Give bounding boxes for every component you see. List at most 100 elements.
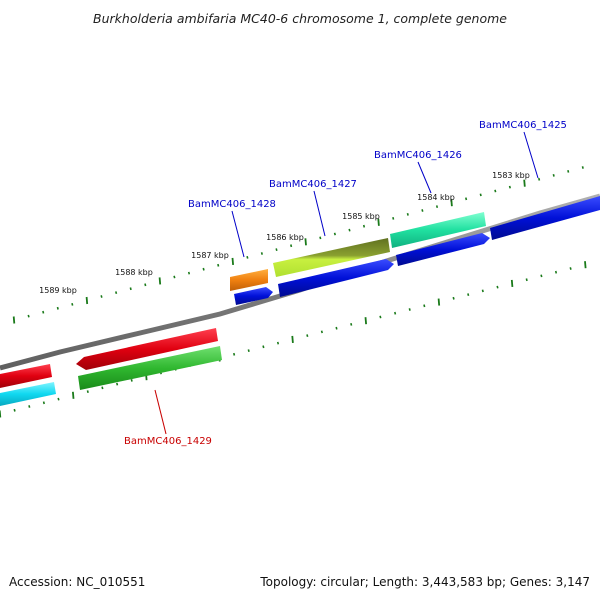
inner-ruler-minor-tick [86, 390, 89, 393]
map-title: Burkholderia ambifaria MC40-6 chromosome… [93, 11, 507, 26]
gene-arrow-blue-1425[interactable] [490, 196, 600, 240]
outer-ruler-major-tick [377, 218, 380, 226]
outer-ruler-minor-tick [115, 291, 118, 294]
outer-ruler-minor-tick [202, 267, 205, 271]
outer-ruler-minor-tick [100, 295, 103, 298]
outer-ruler-minor-tick [421, 209, 424, 212]
leader-line-1429 [154, 389, 167, 435]
gene-feature-cyan-left[interactable] [0, 382, 56, 406]
outer-ruler-major-tick [231, 257, 234, 265]
inner-ruler-minor-tick [28, 405, 31, 408]
outer-ruler-major-tick [450, 199, 453, 207]
inner-ruler-minor-tick [116, 382, 119, 386]
outer-ruler-minor-tick [581, 166, 584, 169]
gene-feature-orange[interactable] [230, 269, 268, 291]
inner-ruler-major-tick [510, 279, 514, 287]
inner-ruler-major-tick [584, 261, 587, 269]
outer-ruler-minor-tick [479, 193, 482, 197]
inner-ruler-minor-tick [379, 315, 382, 319]
accession-text: Accession: NC_010551 [9, 575, 145, 589]
outer-ruler-minor-tick [538, 177, 541, 181]
outer-ruler-minor-tick [406, 213, 409, 216]
leader-line-1425 [523, 131, 539, 179]
inner-ruler-minor-tick [320, 330, 323, 334]
inner-ruler-minor-tick [540, 274, 543, 278]
outer-ruler-minor-tick [71, 303, 74, 306]
inner-ruler-major-tick [72, 391, 75, 399]
outer-ruler-minor-tick [260, 252, 263, 255]
leader-line-1427 [313, 190, 326, 237]
inner-ruler-minor-tick [276, 341, 280, 345]
ruler-label-1584: 1584 kbp [417, 193, 455, 202]
outer-ruler-minor-tick [27, 314, 30, 318]
inner-ruler-minor-tick [525, 278, 528, 282]
inner-ruler-minor-tick [247, 349, 250, 352]
outer-ruler-minor-tick [275, 248, 278, 251]
ruler-label-1587: 1587 kbp [191, 251, 229, 260]
gene-label-1429[interactable]: BamMC406_1429 [124, 436, 212, 447]
outer-ruler-minor-tick [290, 244, 293, 248]
leader-line-1428 [231, 210, 245, 258]
outer-ruler-minor-tick [319, 236, 322, 240]
outer-ruler-minor-tick [246, 256, 249, 259]
inner-ruler-minor-tick [394, 311, 397, 315]
gene-label-1427[interactable]: BamMC406_1427 [269, 179, 357, 190]
ruler-label-1583: 1583 kbp [492, 171, 530, 180]
inner-ruler-minor-tick [233, 352, 236, 356]
outer-ruler-minor-tick [56, 306, 59, 310]
inner-ruler-minor-tick [13, 408, 16, 412]
inner-ruler-minor-tick [496, 285, 499, 289]
inner-ruler-minor-tick [481, 289, 484, 293]
inner-ruler-minor-tick [42, 401, 45, 405]
outer-ruler-major-tick [523, 179, 526, 187]
outer-ruler-major-tick [12, 316, 16, 324]
inner-ruler-minor-tick [350, 323, 353, 326]
inner-ruler-minor-tick [423, 304, 426, 308]
gene-feature-olive-lime[interactable] [273, 238, 390, 277]
outer-ruler-minor-tick [567, 170, 570, 173]
inner-ruler-minor-tick [262, 345, 265, 349]
outer-ruler-major-tick [304, 238, 307, 246]
outer-ruler [12, 166, 584, 324]
outer-ruler-minor-tick [435, 205, 439, 208]
inner-ruler-major-tick [291, 335, 294, 343]
outer-ruler-minor-tick [362, 224, 366, 228]
inner-ruler-minor-tick [306, 334, 309, 337]
outer-ruler-minor-tick [173, 275, 176, 279]
inner-ruler-minor-tick [101, 386, 104, 390]
gene-label-1425[interactable]: BamMC406_1425 [479, 120, 567, 131]
ruler-label-1585: 1585 kbp [342, 212, 380, 221]
outer-ruler-minor-tick [348, 228, 351, 232]
gene-arrow-red-1429[interactable] [76, 328, 218, 370]
inner-ruler-minor-tick [408, 308, 411, 311]
outer-ruler-minor-tick [187, 271, 191, 275]
ruler-label-1589: 1589 kbp [39, 286, 77, 295]
inner-ruler-major-tick [364, 317, 367, 325]
gene-label-1428[interactable]: BamMC406_1428 [188, 199, 276, 210]
outer-ruler-minor-tick [42, 310, 45, 314]
genome-summary-text: Topology: circular; Length: 3,443,583 bp… [259, 575, 590, 589]
outer-ruler-minor-tick [552, 174, 555, 177]
outer-ruler-minor-tick [392, 217, 395, 220]
outer-ruler-minor-tick [217, 263, 220, 267]
gene-feature-green[interactable] [78, 346, 222, 390]
inner-ruler-minor-tick [57, 397, 60, 401]
gene-feature-teal[interactable] [390, 212, 486, 248]
inner-ruler-major-tick [437, 298, 441, 306]
ruler-label-1588: 1588 kbp [115, 268, 153, 277]
gene-arrow-blue-1426[interactable] [396, 233, 490, 266]
outer-ruler-minor-tick [129, 287, 132, 291]
gene-arrow-blue-1427[interactable] [278, 259, 394, 297]
gene-arrow-blue-small[interactable] [234, 287, 273, 305]
inner-ruler-minor-tick [554, 270, 558, 274]
outer-ruler-minor-tick [465, 197, 468, 201]
outer-ruler-minor-tick [494, 189, 497, 193]
ruler-label-1586: 1586 kbp [266, 233, 304, 242]
outer-ruler-major-tick [158, 277, 162, 285]
inner-ruler-minor-tick [467, 293, 470, 296]
gene-label-1426[interactable]: BamMC406_1426 [374, 150, 462, 161]
gene-feature-red-left[interactable] [0, 364, 52, 388]
outer-ruler-minor-tick [508, 185, 511, 189]
